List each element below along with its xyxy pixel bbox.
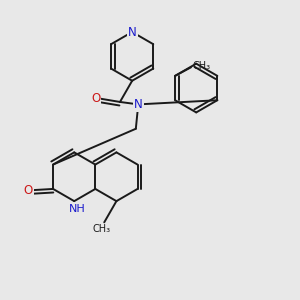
Text: CH₃: CH₃ bbox=[192, 61, 211, 71]
Text: O: O bbox=[24, 184, 33, 197]
Text: O: O bbox=[91, 92, 100, 105]
Text: N: N bbox=[128, 26, 136, 38]
Text: NH: NH bbox=[69, 204, 86, 214]
Text: CH₃: CH₃ bbox=[93, 224, 111, 234]
Text: N: N bbox=[134, 98, 142, 111]
